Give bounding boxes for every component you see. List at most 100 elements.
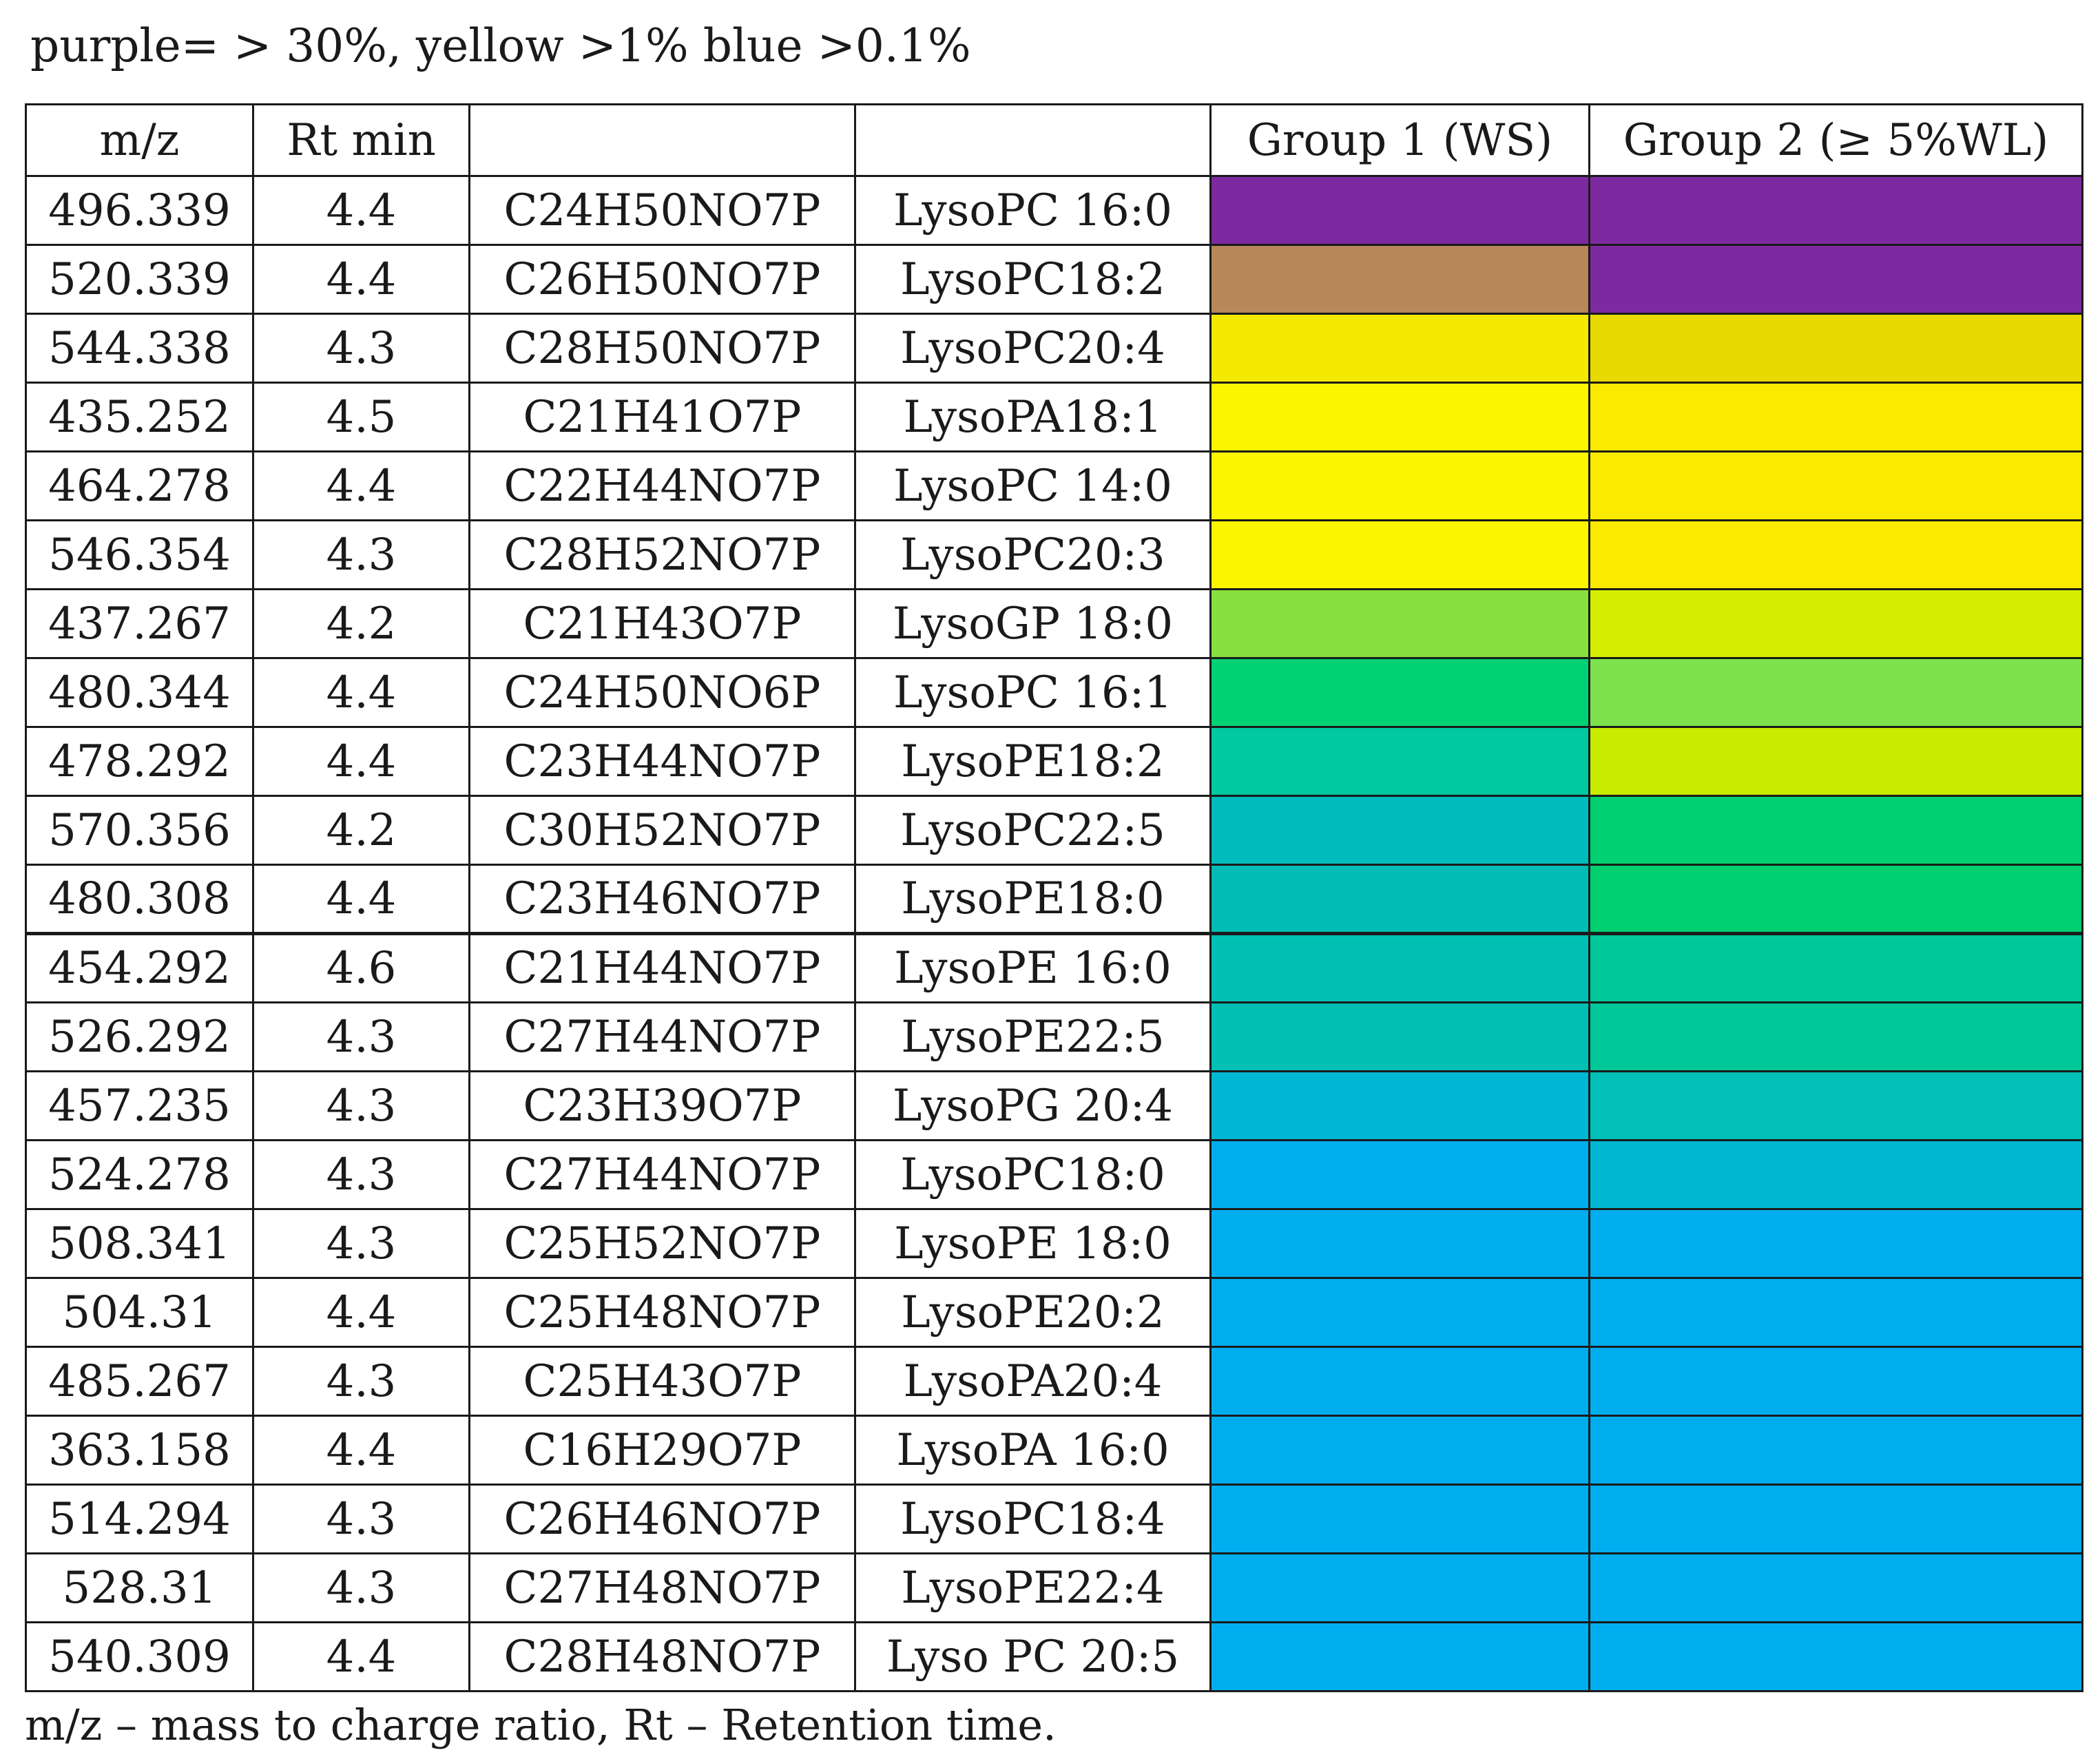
header-group1: Group 1 (WS) xyxy=(1209,103,1590,177)
table-row: 435.252 4.5 C21H41O7P LysoPA18:1 xyxy=(25,382,2083,452)
cell-lipid-name: Lyso PC 20:5 xyxy=(854,1621,1212,1692)
group2-color-cell xyxy=(1588,864,2083,935)
cell-rt: 4.4 xyxy=(252,1415,470,1486)
cell-formula: C21H41O7P xyxy=(468,382,856,452)
group2-color-cell xyxy=(1588,1070,2083,1141)
cell-lipid-name: LysoPC18:0 xyxy=(854,1139,1212,1210)
cell-lipid-name: LysoPE22:5 xyxy=(854,1001,1212,1072)
group2-color-cell xyxy=(1588,1552,2083,1623)
cell-rt: 4.3 xyxy=(252,519,470,590)
cell-mz: 524.278 xyxy=(25,1139,254,1210)
group1-color-cell xyxy=(1209,1552,1590,1623)
cell-rt: 4.4 xyxy=(252,726,470,797)
table-row: 528.31 4.3 C27H48NO7P LysoPE22:4 xyxy=(25,1552,2083,1623)
cell-formula: C27H44NO7P xyxy=(468,1139,856,1210)
cell-rt: 4.3 xyxy=(252,1346,470,1417)
table-row: 496.339 4.4 C24H50NO7P LysoPC 16:0 xyxy=(25,175,2083,246)
group1-color-cell xyxy=(1209,1346,1590,1417)
cell-formula: C21H44NO7P xyxy=(468,932,856,1003)
group1-color-cell xyxy=(1209,1001,1590,1072)
cell-formula: C25H52NO7P xyxy=(468,1208,856,1279)
cell-formula: C21H43O7P xyxy=(468,588,856,659)
table-row: 454.292 4.6 C21H44NO7P LysoPE 16:0 xyxy=(25,932,2083,1003)
table-row: 464.278 4.4 C22H44NO7P LysoPC 14:0 xyxy=(25,450,2083,521)
cell-lipid-name: LysoPC20:3 xyxy=(854,519,1212,590)
group1-color-cell xyxy=(1209,726,1590,797)
group2-color-cell xyxy=(1588,588,2083,659)
group1-color-cell xyxy=(1209,519,1590,590)
cell-lipid-name: LysoPC 14:0 xyxy=(854,450,1212,521)
group1-color-cell xyxy=(1209,450,1590,521)
group1-color-cell xyxy=(1209,1277,1590,1348)
group2-color-cell xyxy=(1588,1001,2083,1072)
table-row: 478.292 4.4 C23H44NO7P LysoPE18:2 xyxy=(25,726,2083,797)
group1-color-cell xyxy=(1209,864,1590,935)
group2-color-cell xyxy=(1588,519,2083,590)
table-row: 485.267 4.3 C25H43O7P LysoPA20:4 xyxy=(25,1346,2083,1417)
cell-rt: 4.3 xyxy=(252,1208,470,1279)
table-row: 540.309 4.4 C28H48NO7P Lyso PC 20:5 xyxy=(25,1621,2083,1692)
cell-formula: C25H43O7P xyxy=(468,1346,856,1417)
cell-mz: 544.338 xyxy=(25,313,254,384)
cell-formula: C16H29O7P xyxy=(468,1415,856,1486)
group1-color-cell xyxy=(1209,175,1590,246)
header-mz: m/z xyxy=(25,103,254,177)
table-row: 546.354 4.3 C28H52NO7P LysoPC20:3 xyxy=(25,519,2083,590)
group2-color-cell xyxy=(1588,1415,2083,1486)
cell-mz: 457.235 xyxy=(25,1070,254,1141)
cell-rt: 4.4 xyxy=(252,1621,470,1692)
table-row: 480.344 4.4 C24H50NO6P LysoPC 16:1 xyxy=(25,657,2083,728)
cell-formula: C22H44NO7P xyxy=(468,450,856,521)
cell-mz: 437.267 xyxy=(25,588,254,659)
group2-color-cell xyxy=(1588,450,2083,521)
table-row: 570.356 4.2 C30H52NO7P LysoPC22:5 xyxy=(25,795,2083,866)
cell-formula: C24H50NO7P xyxy=(468,175,856,246)
group1-color-cell xyxy=(1209,1139,1590,1210)
cell-formula: C30H52NO7P xyxy=(468,795,856,866)
table-row: 514.294 4.3 C26H46NO7P LysoPC18:4 xyxy=(25,1484,2083,1554)
cell-formula: C28H50NO7P xyxy=(468,313,856,384)
table-row: 544.338 4.3 C28H50NO7P LysoPC20:4 xyxy=(25,313,2083,384)
color-legend-note: purple= > 30%, yellow >1% blue >0.1% xyxy=(30,19,971,72)
group2-color-cell xyxy=(1588,1139,2083,1210)
group2-color-cell xyxy=(1588,1277,2083,1348)
header-group2: Group 2 (≥ 5%WL) xyxy=(1588,103,2083,177)
cell-mz: 540.309 xyxy=(25,1621,254,1692)
cell-rt: 4.4 xyxy=(252,657,470,728)
cell-formula: C23H39O7P xyxy=(468,1070,856,1141)
cell-mz: 480.344 xyxy=(25,657,254,728)
cell-mz: 528.31 xyxy=(25,1552,254,1623)
cell-mz: 464.278 xyxy=(25,450,254,521)
cell-mz: 520.339 xyxy=(25,244,254,315)
cell-formula: C24H50NO6P xyxy=(468,657,856,728)
group1-color-cell xyxy=(1209,1070,1590,1141)
cell-mz: 546.354 xyxy=(25,519,254,590)
cell-mz: 480.308 xyxy=(25,864,254,935)
cell-mz: 508.341 xyxy=(25,1208,254,1279)
cell-mz: 478.292 xyxy=(25,726,254,797)
lipid-abundance-table: m/z Rt min Group 1 (WS) Group 2 (≥ 5%WL)… xyxy=(25,103,2083,1692)
cell-lipid-name: LysoPA18:1 xyxy=(854,382,1212,452)
cell-lipid-name: LysoPE20:2 xyxy=(854,1277,1212,1348)
cell-lipid-name: LysoPE22:4 xyxy=(854,1552,1212,1623)
cell-formula: C23H46NO7P xyxy=(468,864,856,935)
group1-color-cell xyxy=(1209,588,1590,659)
cell-formula: C23H44NO7P xyxy=(468,726,856,797)
table-footnote: m/z – mass to charge ratio, Rt – Retenti… xyxy=(25,1700,1057,1750)
table-row: 508.341 4.3 C25H52NO7P LysoPE 18:0 xyxy=(25,1208,2083,1279)
cell-formula: C27H44NO7P xyxy=(468,1001,856,1072)
group1-color-cell xyxy=(1209,1415,1590,1486)
group2-color-cell xyxy=(1588,932,2083,1003)
cell-rt: 4.3 xyxy=(252,1139,470,1210)
cell-formula: C28H52NO7P xyxy=(468,519,856,590)
cell-mz: 496.339 xyxy=(25,175,254,246)
group2-color-cell xyxy=(1588,1484,2083,1554)
table-body: 496.339 4.4 C24H50NO7P LysoPC 16:0 520.339 4.… xyxy=(25,175,2083,1692)
cell-lipid-name: LysoPC20:4 xyxy=(854,313,1212,384)
cell-rt: 4.4 xyxy=(252,450,470,521)
group1-color-cell xyxy=(1209,932,1590,1003)
group2-color-cell xyxy=(1588,313,2083,384)
cell-mz: 485.267 xyxy=(25,1346,254,1417)
table-row: 457.235 4.3 C23H39O7P LysoPG 20:4 xyxy=(25,1070,2083,1141)
table-row: 363.158 4.4 C16H29O7P LysoPA 16:0 xyxy=(25,1415,2083,1486)
